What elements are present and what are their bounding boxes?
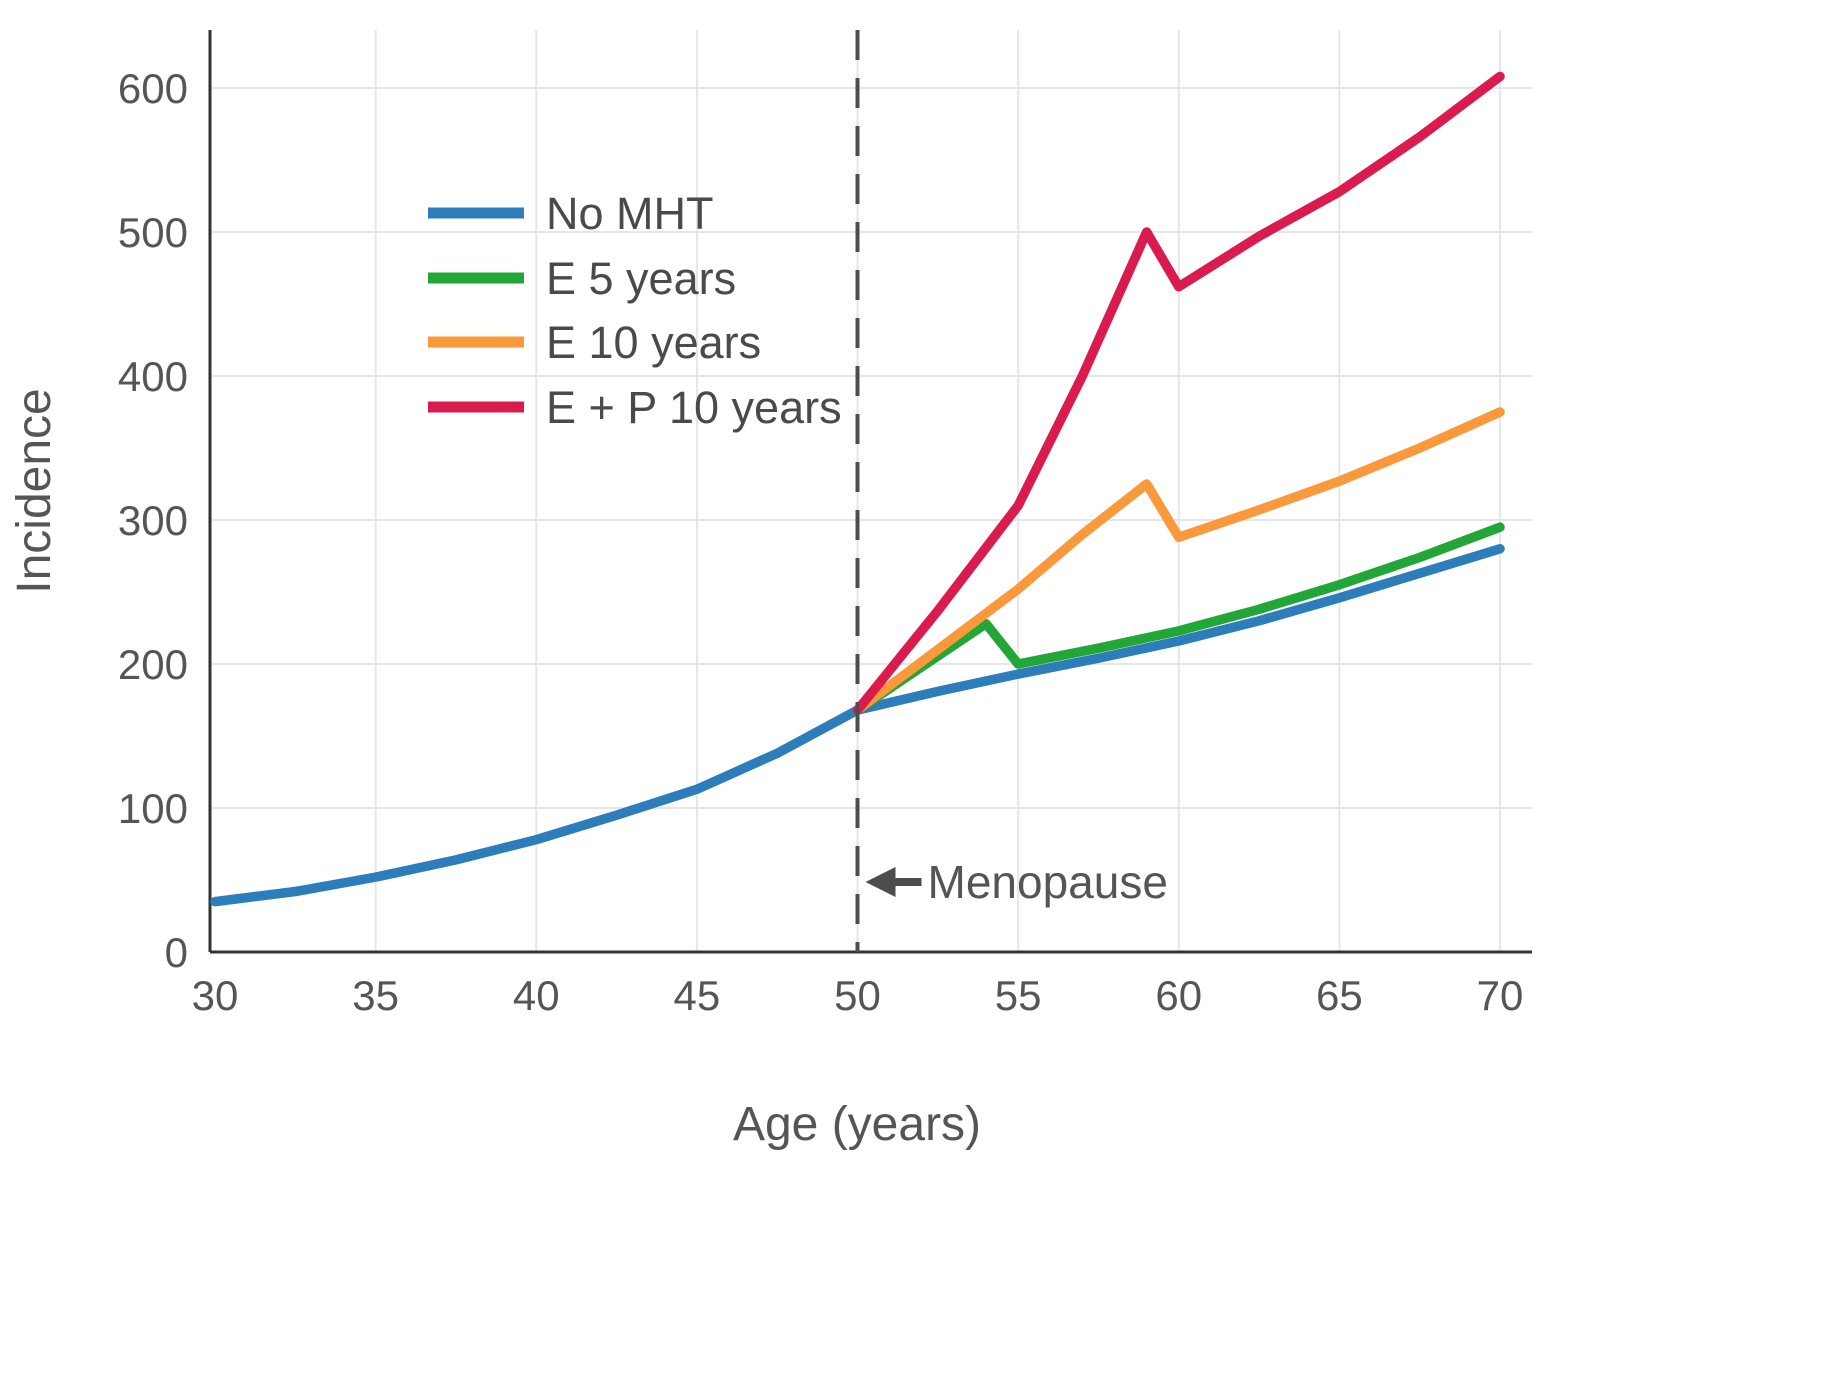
y-tick-label: 300 — [118, 497, 188, 544]
x-tick-label: 70 — [1477, 972, 1524, 1019]
x-tick-label: 30 — [192, 972, 239, 1019]
menopause-label: Menopause — [928, 856, 1168, 908]
y-tick-label: 0 — [165, 929, 188, 976]
series-line-e-p-10-years — [852, 71, 1505, 715]
y-axis-title: Incidence — [8, 388, 61, 593]
y-tick-label: 200 — [118, 641, 188, 688]
x-axis-title: Age (years) — [733, 1098, 981, 1151]
menopause-annotation: Menopause — [855, 30, 1168, 952]
legend-label: No MHT — [546, 188, 714, 239]
x-tick-label: 45 — [674, 972, 721, 1019]
x-tick-label: 55 — [995, 972, 1042, 1019]
legend: No MHT E 5 years E 10 years E + P 10 years — [428, 188, 842, 433]
legend-label: E 5 years — [546, 253, 736, 304]
y-tick-label: 500 — [118, 209, 188, 256]
gridlines — [210, 30, 1532, 952]
y-tick-label: 400 — [118, 353, 188, 400]
x-tick-label: 65 — [1316, 972, 1363, 1019]
series-line-e-10-years — [852, 407, 1505, 715]
x-tick-label: 40 — [513, 972, 560, 1019]
x-tick-label: 60 — [1155, 972, 1202, 1019]
menopause-arrow-head — [865, 867, 896, 897]
axes: 30 35 40 45 50 55 60 65 70 0 100 200 300 400 500 600 — [118, 30, 1532, 1019]
legend-label: E + P 10 years — [546, 382, 842, 433]
series-line-e-5-years — [852, 522, 1505, 715]
y-tick-label: 100 — [118, 785, 188, 832]
x-tick-label: 35 — [352, 972, 399, 1019]
legend-label: E 10 years — [546, 317, 761, 368]
x-tick-label: 50 — [834, 972, 881, 1019]
y-tick-label: 600 — [118, 65, 188, 112]
